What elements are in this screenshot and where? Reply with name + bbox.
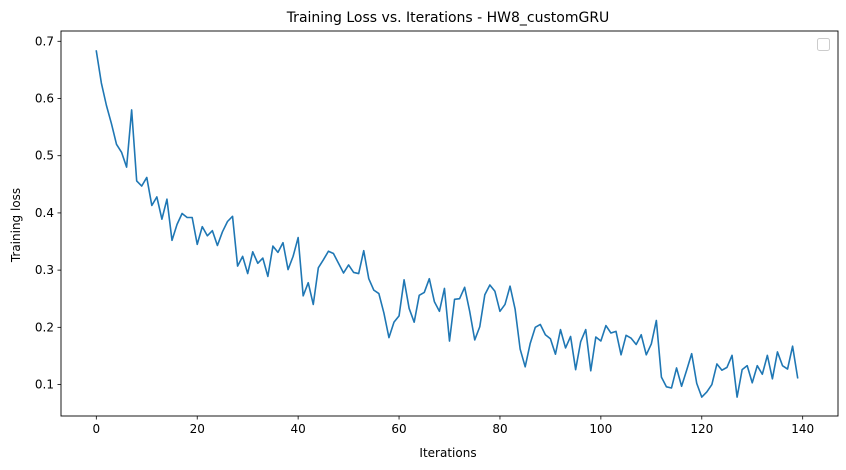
x-tick-label: 60 bbox=[391, 422, 406, 436]
x-tick-label: 0 bbox=[92, 422, 100, 436]
series-line bbox=[95, 50, 799, 398]
y-axis-label: Training loss bbox=[9, 188, 23, 263]
legend-box bbox=[817, 38, 830, 51]
y-tick-label: 0.2 bbox=[35, 320, 54, 334]
y-axis-ticks: 0.1 0.2 0.3 0.4 0.5 0.6 0.7 bbox=[35, 34, 61, 392]
chart-title: Training Loss vs. Iterations - HW8_custo… bbox=[286, 10, 610, 26]
x-tick-label: 120 bbox=[690, 422, 713, 436]
x-tick-label: 80 bbox=[492, 422, 507, 436]
y-tick-label: 0.7 bbox=[35, 34, 54, 48]
y-tick-label: 0.6 bbox=[35, 92, 54, 106]
x-tick-label: 100 bbox=[589, 422, 612, 436]
y-tick-label: 0.4 bbox=[35, 206, 54, 220]
x-axis-ticks: 0 20 40 60 80 100 120 140 bbox=[92, 416, 814, 436]
axes-frame bbox=[60, 30, 839, 417]
y-tick-label: 0.5 bbox=[35, 149, 54, 163]
x-tick-label: 20 bbox=[190, 422, 205, 436]
x-tick-label: 140 bbox=[791, 422, 814, 436]
x-axis-label: Iterations bbox=[419, 446, 476, 460]
x-tick-label: 40 bbox=[290, 422, 305, 436]
y-tick-label: 0.3 bbox=[35, 263, 54, 277]
y-tick-label: 0.1 bbox=[35, 378, 54, 392]
series-group bbox=[95, 50, 799, 398]
plot-area bbox=[60, 30, 839, 417]
